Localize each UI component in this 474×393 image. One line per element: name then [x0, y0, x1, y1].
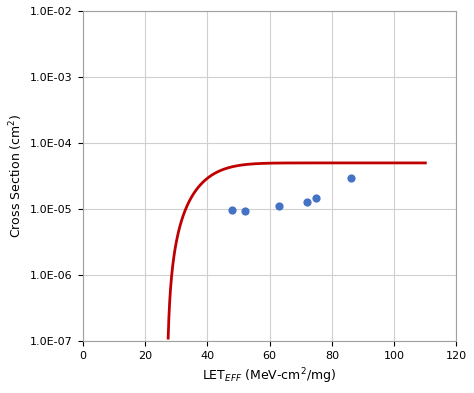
- Point: [312, 195, 320, 202]
- Y-axis label: Cross Section (cm$^2$): Cross Section (cm$^2$): [7, 114, 25, 239]
- Point: [228, 206, 236, 213]
- Point: [241, 208, 248, 214]
- X-axis label: LET$_{EFF}$ (MeV-cm$^2$/mg): LET$_{EFF}$ (MeV-cm$^2$/mg): [202, 366, 337, 386]
- Point: [275, 203, 283, 209]
- Point: [303, 198, 311, 205]
- Point: [347, 174, 355, 181]
